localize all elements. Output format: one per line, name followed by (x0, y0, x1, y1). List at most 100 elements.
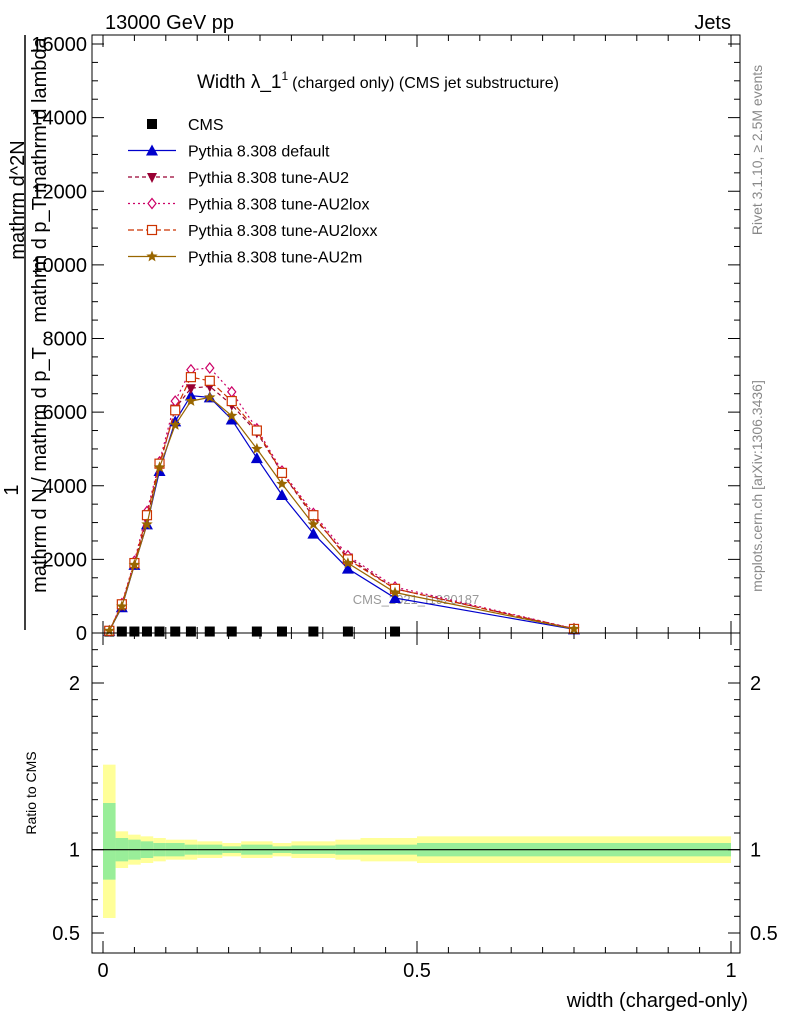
legend-entry: Pythia 8.308 default (128, 144, 330, 161)
series-5 (103, 391, 580, 636)
data-point (169, 419, 181, 430)
data-point (116, 600, 128, 612)
y-label-frac-denominator: mathrm d p_T mathrm d lambda (29, 36, 51, 322)
legend-entry: Pythia 8.308 tune-AU2 (128, 170, 349, 187)
series-line (108, 367, 575, 632)
legend-marker (147, 173, 157, 183)
main-y-tick-label: 12000 (31, 181, 87, 203)
series-line (108, 396, 575, 632)
plot-title-main: Width λ_1 (197, 72, 281, 93)
ratio-inner-band (103, 803, 116, 880)
ratio-y-tick-label-right: 2 (750, 673, 761, 695)
series-4 (104, 372, 580, 636)
plot-title-rest: (charged only) (CMS jet substructure) (292, 75, 559, 92)
main-y-tick-label: 4000 (43, 476, 88, 498)
ratio-y-axis-label: Ratio to CMS (23, 751, 39, 834)
main-y-tick-label: 2000 (43, 549, 88, 571)
data-point (251, 425, 262, 436)
ratio-y-tick-label-right: 1 (750, 840, 761, 862)
main-y-tick-label: 6000 (43, 402, 88, 424)
data-point (129, 626, 140, 637)
x-axis-label: width (charged-only) (566, 990, 748, 1012)
data-point (170, 405, 181, 416)
data-point (153, 461, 166, 473)
legend-entry: CMS (147, 117, 224, 134)
data-point (226, 409, 238, 421)
legend-label: CMS (188, 117, 224, 134)
series-line (108, 385, 575, 632)
data-point (250, 452, 263, 464)
data-point (204, 626, 215, 637)
data-point (141, 626, 152, 637)
main-y-tick-label: 8000 (43, 329, 88, 351)
main-y-tick-labels: 0 2000 4000 6000 8000 10000 12000 14000 16000 (31, 34, 87, 645)
ratio-uncertainty-bands (103, 764, 731, 918)
data-point (185, 372, 197, 383)
ratio-plot-panel: 0.5 0.5 1 1 2 2 0 0.5 1 Ratio to CMS width (char… (23, 632, 778, 1012)
main-y-tick-label: 14000 (31, 108, 87, 130)
header-process-label: Jets (694, 12, 731, 34)
ratio-tick-labels: 0.5 0.5 1 1 2 2 0 0.5 1 (52, 673, 778, 982)
legend-marker (146, 250, 158, 262)
data-point (390, 626, 401, 637)
plot-title: Width λ_11 (charged only) (CMS jet substr… (197, 69, 559, 93)
ratio-plot-frame (91, 632, 741, 954)
legend-marker (146, 224, 158, 236)
data-point (184, 389, 197, 401)
legend-label: Pythia 8.308 tune-AU2loxx (188, 223, 377, 240)
main-y-tick-label: 16000 (31, 34, 87, 56)
side-label-mcplots: mcplots.cern.ch [arXiv:1306.3436] (749, 380, 765, 592)
plot-title-superscript: 1 (281, 69, 288, 83)
legend-label: Pythia 8.308 tune-AU2m (188, 250, 362, 267)
data-point (154, 626, 165, 637)
series-line (108, 394, 575, 632)
series-3 (104, 361, 579, 637)
data-point (128, 558, 141, 570)
main-y-tick-label: 10000 (31, 255, 87, 277)
data-point (389, 586, 401, 598)
ratio-y-tick-label-right: 0.5 (750, 923, 778, 945)
main-y-tick-label: 0 (76, 623, 87, 645)
data-point (251, 626, 262, 637)
data-point (342, 626, 353, 637)
ratio-y-tick-label: 0.5 (52, 923, 80, 945)
legend-label: Pythia 8.308 default (188, 144, 330, 161)
data-point (341, 562, 354, 574)
data-point (204, 391, 216, 403)
data-point (389, 592, 402, 604)
legend-marker (147, 119, 157, 129)
data-point (275, 488, 288, 500)
data-point (307, 527, 320, 539)
data-point (103, 624, 115, 636)
legend-entry: Pythia 8.308 tune-AU2m (128, 250, 362, 267)
data-point (204, 361, 215, 374)
x-tick-label: 0 (97, 960, 108, 982)
data-point (276, 626, 287, 637)
main-series-group (103, 361, 580, 637)
main-plot-panel: 0 2000 4000 6000 8000 10000 12000 14000 16000 CM… (1, 34, 741, 645)
y-label-frac-numerator: mathrm d^2N (7, 140, 29, 259)
x-tick-label: 0.5 (403, 960, 431, 982)
data-point (170, 626, 181, 637)
legend-marker (146, 144, 158, 156)
x-tick-label: 1 (725, 960, 736, 982)
data-point (226, 395, 237, 407)
watermark-analysis-id: CMS_2021_I1920187 (353, 592, 480, 607)
legend-entry: Pythia 8.308 tune-AU2lox (128, 197, 369, 214)
legend-marker (147, 197, 157, 210)
data-point (225, 413, 238, 425)
legend-entry: Pythia 8.308 tune-AU2loxx (128, 223, 377, 240)
legend-label: Pythia 8.308 tune-AU2lox (188, 197, 369, 214)
data-point (276, 467, 288, 478)
series-0 (104, 626, 401, 637)
data-point (185, 626, 196, 637)
y-label-denominator: mathrm d N / mathrm d p_T (29, 347, 51, 593)
data-point (185, 384, 196, 395)
main-y-axis-label: 1 mathrm d N / mathrm d p_T mathrm d^2N … (1, 35, 51, 630)
data-point (276, 477, 288, 489)
data-point (307, 518, 320, 530)
data-point (568, 623, 580, 634)
data-point (204, 375, 215, 386)
header-collision-label: 13000 GeV pp (105, 12, 234, 34)
